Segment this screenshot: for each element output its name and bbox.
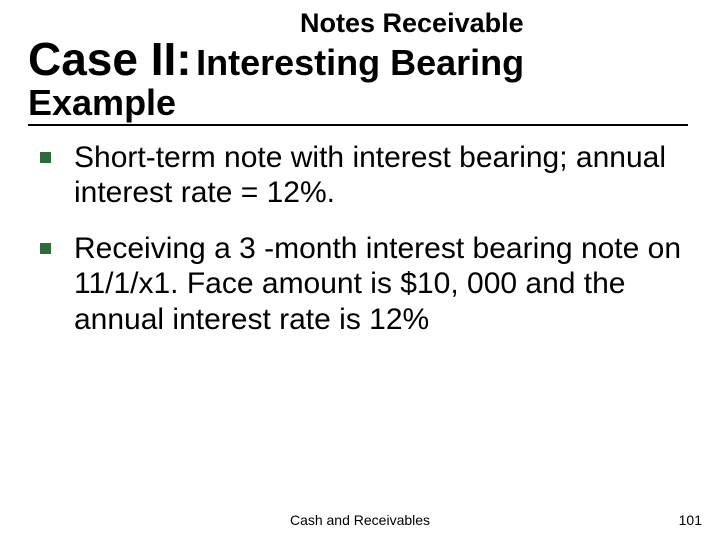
bullet-text: Receiving a 3 -month interest bearing no…	[74, 231, 690, 337]
bullet-list: Short-term note with interest bearing; a…	[40, 140, 690, 357]
list-item: Receiving a 3 -month interest bearing no…	[40, 231, 690, 337]
bullet-marker-icon	[40, 152, 51, 163]
bullet-text: Short-term note with interest bearing; a…	[74, 140, 690, 211]
title-line-1: Case II: Interesting Bearing	[28, 32, 700, 86]
title-example: Example	[28, 82, 700, 124]
case-label: Case II:	[28, 33, 192, 85]
list-item: Short-term note with interest bearing; a…	[40, 140, 690, 211]
title-block: Case II: Interesting Bearing Example	[28, 32, 700, 124]
title-underline	[28, 124, 688, 126]
footer-center-text: Cash and Receivables	[0, 512, 720, 528]
title-subtitle: Interesting Bearing	[196, 42, 524, 83]
bullet-marker-icon	[40, 243, 51, 254]
footer-page-number: 101	[679, 512, 702, 528]
slide: Notes Receivable Case II: Interesting Be…	[0, 0, 720, 540]
